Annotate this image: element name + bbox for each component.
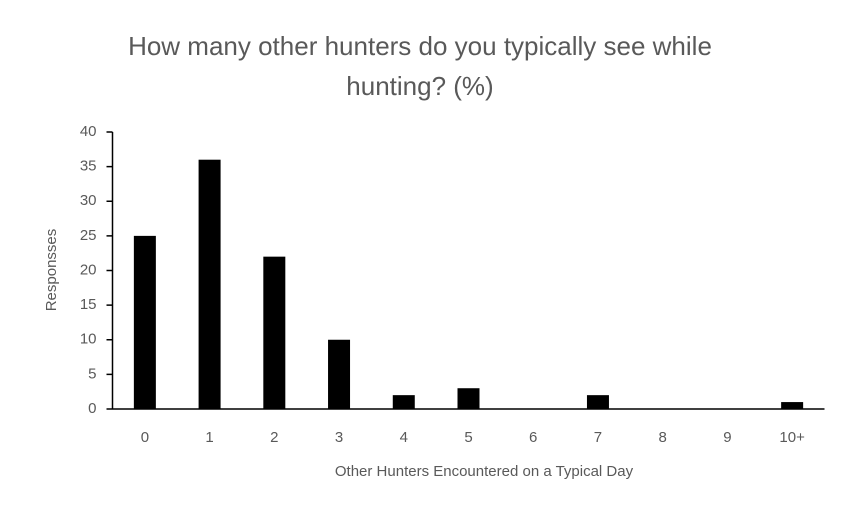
bar: [263, 256, 286, 409]
bar: [328, 339, 351, 409]
y-tick-label: 15: [80, 296, 97, 313]
x-tick-label: 6: [529, 429, 537, 446]
y-tick-label: 40: [80, 123, 97, 140]
y-tick-label: 30: [80, 192, 97, 209]
y-axis-label: Responsses: [43, 229, 60, 312]
y-tick-label: 0: [88, 400, 96, 417]
bar: [198, 159, 221, 409]
y-tick-label: 25: [80, 227, 97, 244]
chart-title: How many other hunters do you typically …: [128, 31, 712, 101]
y-tick-label: 5: [88, 365, 96, 382]
y-tick-label: 35: [80, 158, 97, 175]
bar: [781, 402, 804, 409]
x-tick-label: 8: [659, 429, 667, 446]
x-tick-label: 1: [205, 429, 213, 446]
x-axis-label: Other Hunters Encountered on a Typical D…: [335, 463, 634, 480]
x-tick-label: 5: [464, 429, 472, 446]
x-tick-label: 4: [400, 429, 408, 446]
x-tick-label: 0: [141, 429, 149, 446]
x-tick-label: 10+: [779, 429, 805, 446]
x-tick-label: 7: [594, 429, 602, 446]
bar: [392, 395, 415, 409]
bar: [586, 395, 609, 409]
y-tick-label: 10: [80, 331, 97, 348]
x-tick-label: 3: [335, 429, 343, 446]
x-tick-label: 9: [723, 429, 731, 446]
bar: [457, 388, 480, 409]
y-tick-label: 20: [80, 261, 97, 278]
x-tick-label: 2: [270, 429, 278, 446]
bar: [133, 235, 156, 409]
